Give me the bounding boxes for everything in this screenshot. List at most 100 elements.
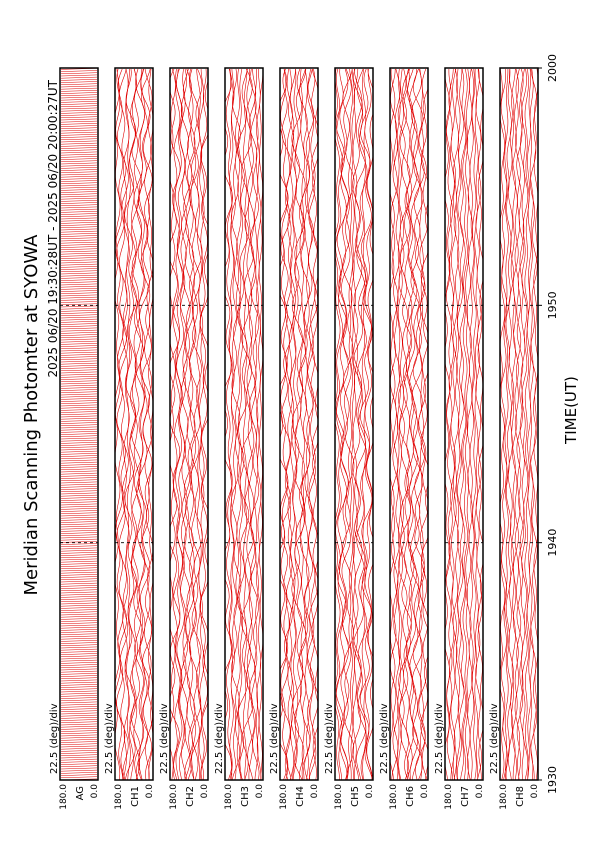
trace-texture (229, 68, 235, 781)
trace-texture (466, 68, 474, 781)
trace-texture (114, 68, 121, 781)
trace-texture (235, 68, 242, 781)
trace-texture (303, 68, 310, 781)
y-tick-label: 180.0 (279, 784, 289, 810)
trace-texture (236, 68, 250, 781)
trace-texture (359, 68, 373, 781)
trace-texture (465, 68, 470, 781)
y-tick-label: 180.0 (334, 784, 344, 810)
trace-texture (529, 68, 534, 781)
trace-texture (128, 68, 138, 781)
y-tick-label: 180.0 (169, 784, 179, 810)
trace-texture (361, 68, 367, 781)
trace-texture (471, 68, 477, 781)
y-tick-label: 0.0 (365, 784, 375, 799)
trace-texture (116, 68, 128, 781)
x-tick-label: 1930 (546, 766, 559, 794)
y-tick-label: 0.0 (420, 784, 430, 799)
panel-label: CH3 (240, 786, 251, 807)
trace-texture (352, 68, 363, 781)
panel-scale: 22.5 (deg)/div (49, 703, 60, 774)
trace-texture (284, 68, 293, 781)
trace-texture (397, 68, 405, 781)
panel-label: CH7 (460, 786, 471, 807)
y-tick-label: 180.0 (59, 784, 69, 810)
x-tick-label: 1950 (546, 291, 559, 319)
trace-texture (335, 68, 344, 781)
panel-label: CH6 (405, 786, 416, 807)
y-tick-label: 180.0 (444, 784, 454, 810)
trace-texture (505, 68, 512, 781)
trace-texture (225, 68, 233, 781)
trace-texture (237, 68, 244, 781)
trace-texture (246, 68, 254, 781)
y-tick-label: 0.0 (255, 784, 265, 799)
trace-texture (445, 69, 453, 781)
trace-texture (188, 68, 201, 781)
trace-texture (519, 68, 526, 781)
trace-texture (348, 68, 354, 781)
trace-texture (456, 68, 465, 781)
trace-texture (456, 68, 461, 781)
panel-scale: 22.5 (deg)/div (159, 703, 170, 774)
trace-texture (307, 68, 316, 781)
panel-label: CH1 (130, 786, 141, 807)
trace-texture (169, 68, 176, 781)
trace-texture (405, 68, 415, 781)
trace-texture (444, 69, 451, 781)
trace-texture (459, 68, 467, 781)
y-tick-label: 0.0 (475, 784, 485, 799)
trace-texture (396, 68, 401, 781)
trace-texture (399, 68, 413, 781)
trace-texture (366, 68, 374, 781)
panel-scale: 22.5 (deg)/div (214, 703, 225, 774)
trace-texture (122, 68, 130, 781)
chart-title: Meridian Scanning Photomter at SYOWA (21, 234, 42, 596)
trace-texture (230, 68, 242, 781)
trace-texture (130, 68, 140, 781)
trace-texture (199, 69, 209, 781)
y-tick-label: 0.0 (200, 784, 210, 799)
trace-texture (469, 68, 475, 781)
trace-texture (462, 68, 468, 781)
trace-texture (280, 68, 293, 781)
trace-texture (60, 68, 98, 781)
trace-texture (118, 68, 129, 781)
trace-texture (185, 68, 196, 781)
panel-label: CH4 (295, 786, 306, 807)
trace-texture (304, 68, 315, 781)
trace-texture (179, 68, 188, 781)
trace-texture (199, 68, 208, 781)
trace-texture (420, 69, 429, 781)
trace-texture (299, 68, 311, 781)
x-tick-label: 1940 (546, 529, 559, 557)
trace-texture (133, 68, 146, 781)
trace-texture (524, 68, 530, 781)
trace-texture (293, 68, 307, 781)
trace-texture (474, 68, 479, 781)
trace-texture (291, 68, 305, 781)
y-tick-label: 180.0 (499, 784, 509, 810)
y-tick-label: 180.0 (224, 784, 234, 810)
trace-texture (412, 68, 426, 781)
panel-frame (499, 67, 539, 781)
trace-texture (452, 68, 460, 781)
trace-texture (499, 68, 506, 781)
y-tick-label: 0.0 (90, 784, 100, 799)
trace-texture (407, 68, 418, 781)
panel-scale: 22.5 (deg)/div (489, 703, 500, 774)
panel-scale: 22.5 (deg)/div (434, 703, 445, 774)
trace-texture (243, 69, 248, 781)
panel-label: CH5 (350, 786, 361, 807)
trace-texture (514, 68, 522, 781)
trace-texture (126, 69, 131, 781)
trace-texture (280, 68, 289, 781)
trace-texture (180, 68, 191, 781)
trace-texture (516, 68, 524, 781)
y-tick-label: 180.0 (114, 784, 124, 810)
trace-texture (364, 68, 374, 781)
chart-subtitle: 2025 06/20 19:30:28UT - 2025 06/20 20:00… (46, 79, 60, 377)
trace-texture (448, 68, 455, 781)
trace-texture (148, 68, 154, 781)
trace-texture (340, 68, 352, 781)
